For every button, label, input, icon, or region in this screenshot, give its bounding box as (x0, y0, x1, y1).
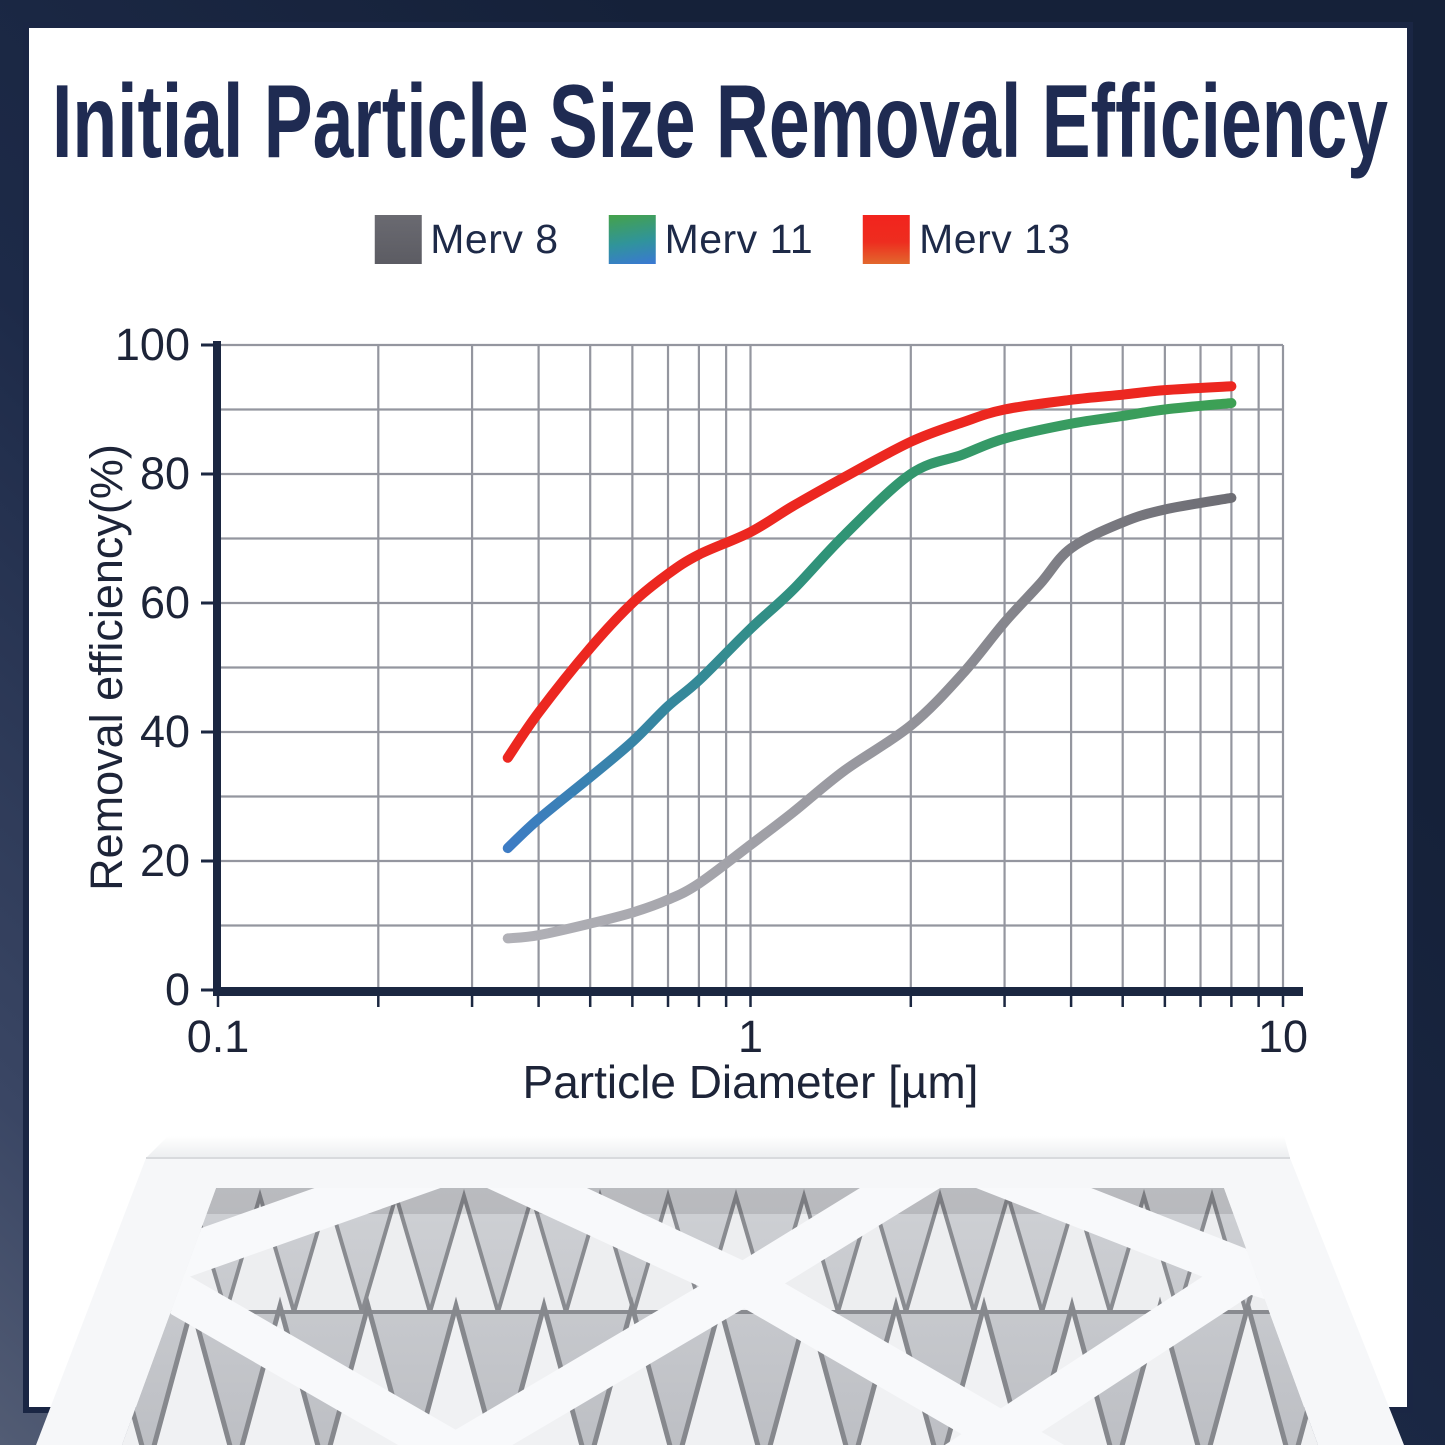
legend-item-merv11: Merv 11 (608, 215, 814, 264)
legend-label: Merv 8 (430, 216, 559, 262)
page-title-svg: Initial Particle Size Removal Efficiency (52, 64, 1388, 180)
y-tick-label: 40 (140, 706, 190, 757)
legend-item-merv13: Merv 13 (863, 215, 1071, 264)
y-axis-title: Removal efficiency(%) (81, 444, 132, 891)
curve-merv13 (502, 381, 1237, 763)
page-title-text: Initial Particle Size Removal Efficiency (52, 64, 1388, 180)
y-tick-label: 20 (140, 835, 190, 886)
y-tick-label: 80 (140, 448, 190, 499)
legend-item-merv8: Merv 8 (374, 215, 558, 264)
legend-label: Merv 13 (919, 216, 1071, 262)
merv13-swatch-icon (863, 215, 911, 264)
filter-pleats (122, 1188, 1318, 1445)
y-tick-label: 100 (115, 319, 190, 370)
legend-label: Merv 11 (664, 216, 814, 262)
curve-merv11 (502, 398, 1237, 854)
page-title: Initial Particle Size Removal Efficiency (52, 58, 1392, 183)
x-tick-label: 10 (1258, 1011, 1308, 1062)
curve-merv8 (502, 492, 1237, 944)
merv11-swatch-icon (608, 215, 656, 264)
y-tick-label: 0 (165, 964, 190, 1015)
air-filter-photo (36, 1136, 1404, 1445)
x-tick-label: 1 (738, 1011, 763, 1062)
merv8-swatch-icon (374, 215, 422, 264)
x-axis-title: Particle Diameter [µm] (523, 1056, 979, 1108)
chart-legend: Merv 8 Merv 11 Merv 13 (374, 215, 1070, 264)
x-tick-label: 0.1 (187, 1011, 250, 1062)
y-tick-label: 60 (140, 577, 190, 628)
